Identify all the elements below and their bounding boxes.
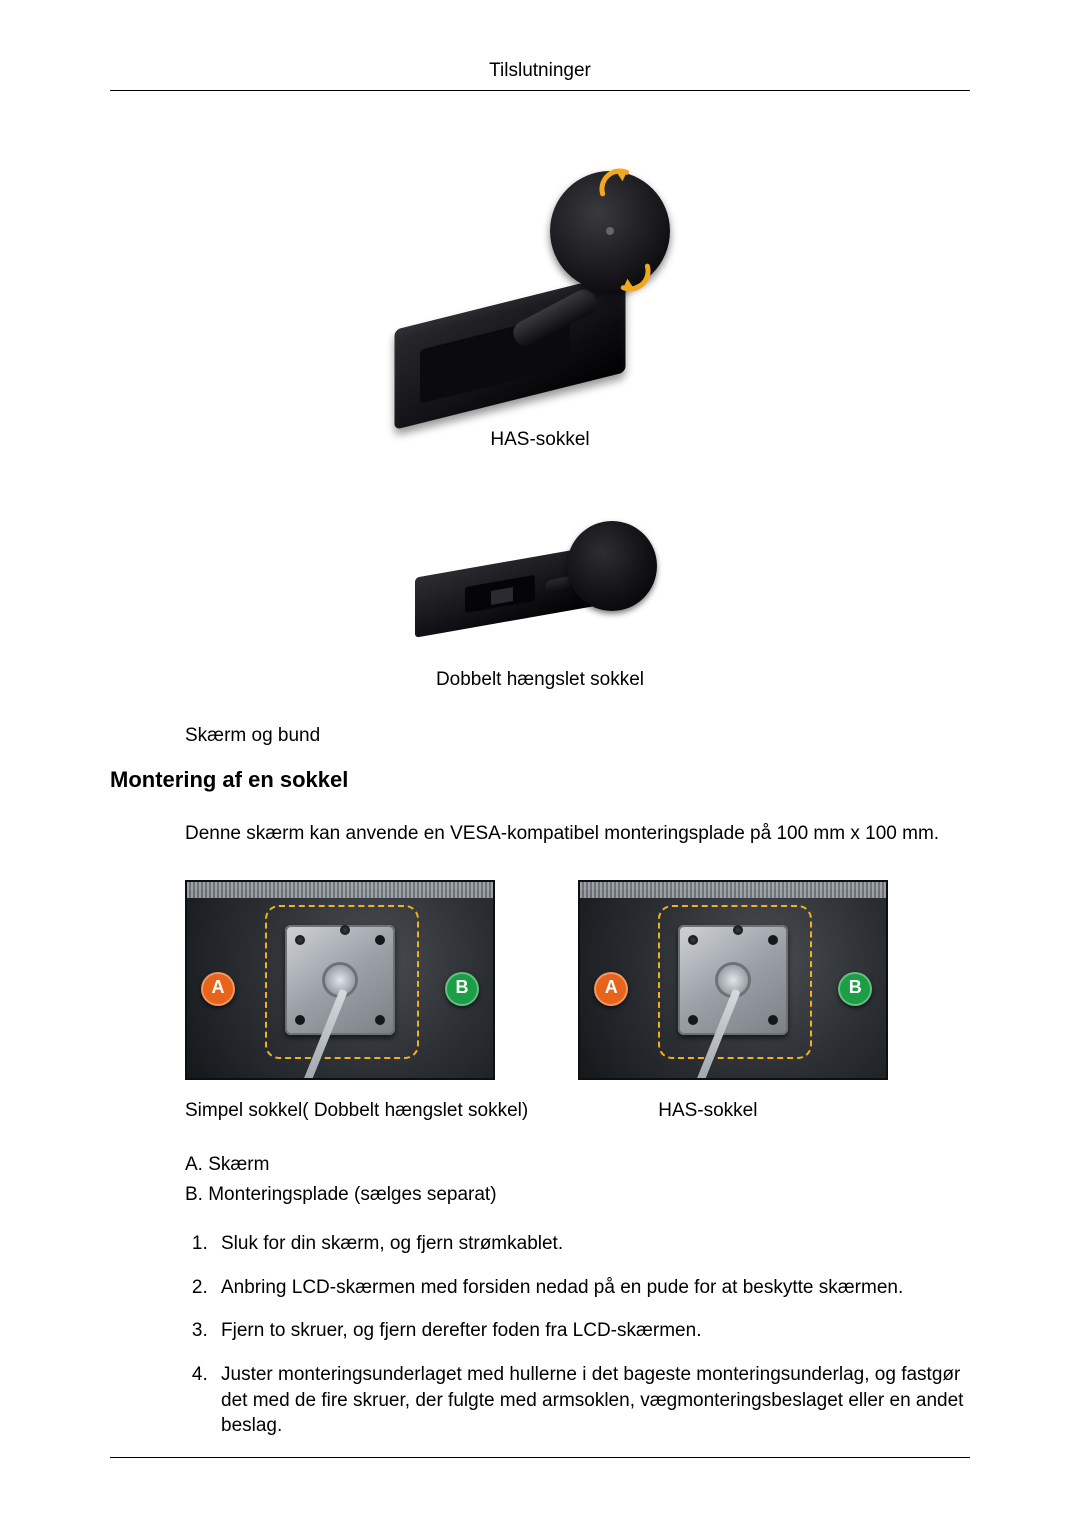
figure-caption: Dobbelt hængslet sokkel <box>110 669 970 691</box>
panel-left-column: A B Simpel sokkel( Dobbelt hængslet sokk… <box>185 880 528 1122</box>
badge-b: B <box>445 972 479 1006</box>
mounting-panels-row: A B Simpel sokkel( Dobbelt hængslet sokk… <box>185 880 970 1122</box>
page-header: Tilslutninger <box>110 60 970 91</box>
step-item: Anbring LCD-skærmen med forsiden nedad p… <box>213 1275 970 1301</box>
badge-a: A <box>201 972 235 1006</box>
illustration-dual-hinge-stand <box>405 501 675 651</box>
intro-paragraph: Denne skærm kan anvende en VESA-kompatib… <box>185 821 950 847</box>
step-item: Juster monteringsunderlaget med hullerne… <box>213 1362 970 1439</box>
step-item: Sluk for din skærm, og fjern strømkablet… <box>213 1231 970 1257</box>
footer-divider <box>110 1457 970 1458</box>
mounting-photo-simple: A B <box>185 880 495 1080</box>
legend-list: A. Skærm B. Monteringsplade (sælges sepa… <box>185 1150 970 1209</box>
figure-dual-hinge: Dobbelt hængslet sokkel <box>110 501 970 691</box>
badge-b: B <box>838 972 872 1006</box>
document-page: Tilslutninger HAS-sokkel <box>0 0 1080 1528</box>
badge-a: A <box>594 972 628 1006</box>
subcaption-text: Skærm og bund <box>185 723 950 749</box>
legend-item-b: B. Monteringsplade (sælges separat) <box>185 1180 970 1209</box>
mounting-photo-has: A B <box>578 880 888 1080</box>
panel-caption: HAS-sokkel <box>658 1100 888 1122</box>
panel-caption: Simpel sokkel( Dobbelt hængslet sokkel) <box>185 1100 528 1122</box>
instruction-steps: Sluk for din skærm, og fjern strømkablet… <box>185 1231 970 1439</box>
panel-right-column: A B HAS-sokkel <box>578 880 888 1122</box>
figure-caption: HAS-sokkel <box>110 429 970 451</box>
step-item: Fjern to skruer, og fjern derefter foden… <box>213 1318 970 1344</box>
illustration-has-stand <box>390 151 690 411</box>
section-heading: Montering af en sokkel <box>110 767 970 793</box>
legend-item-a: A. Skærm <box>185 1150 970 1179</box>
figure-has-sokkel: HAS-sokkel <box>110 151 970 451</box>
